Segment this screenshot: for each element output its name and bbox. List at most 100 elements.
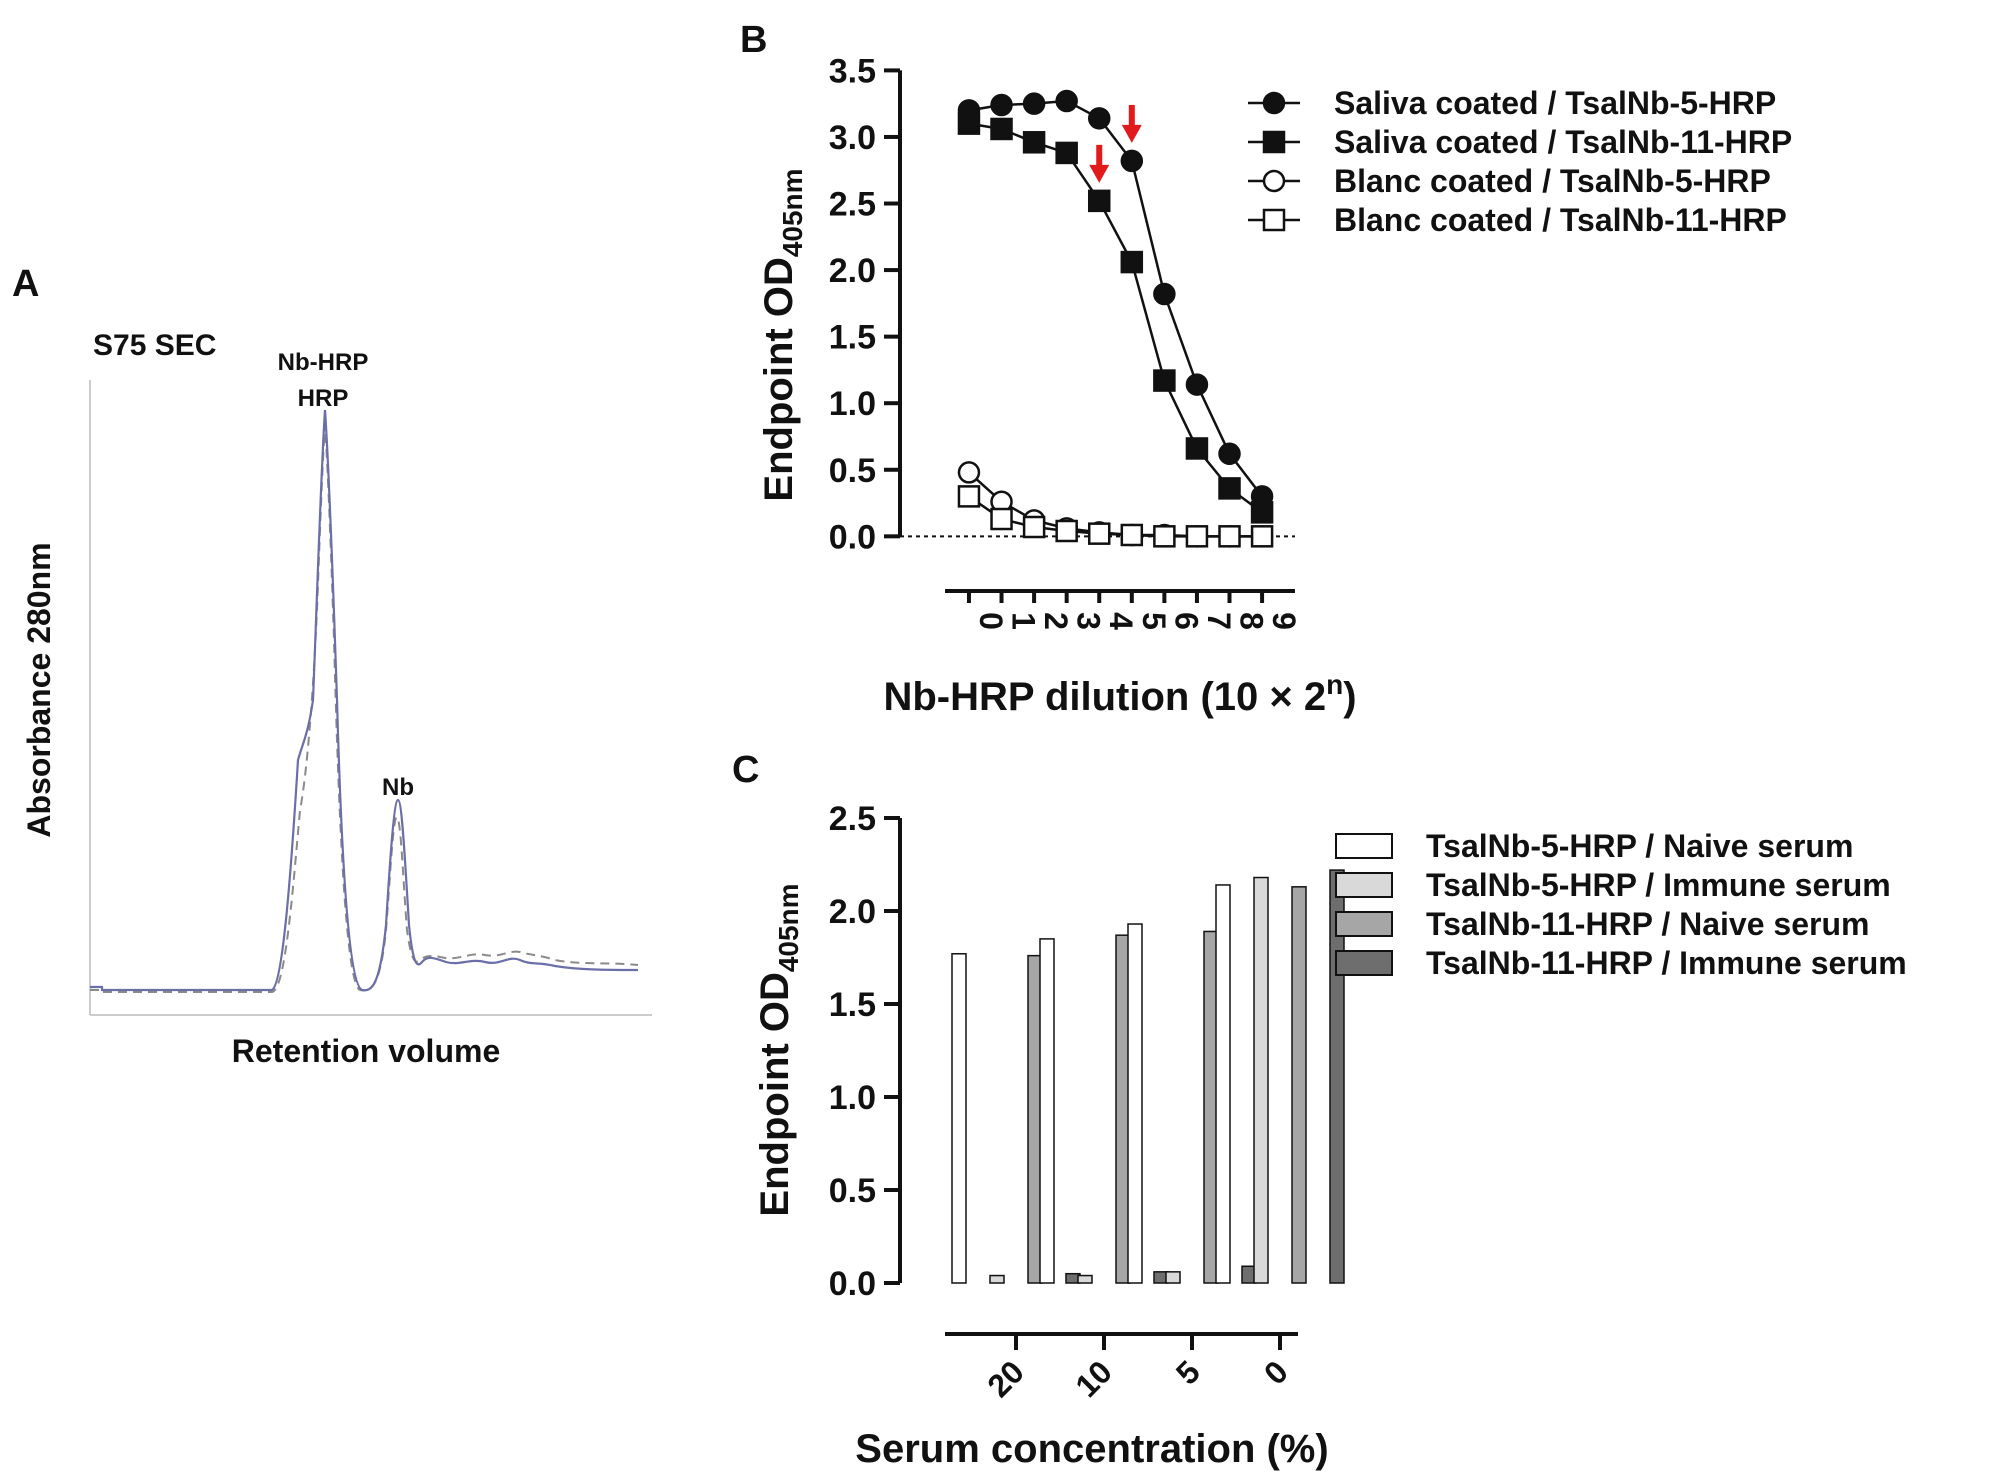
panel-b-point-blanc-coated-tsalnb-11-hrp: [1153, 525, 1176, 548]
panel-a-title: S75 SEC: [93, 329, 216, 362]
panel-b-point-saliva-coated-tsalnb-5-hrp: [1120, 149, 1144, 173]
panel-b-point-saliva-coated-tsalnb-11-hrp: [1218, 477, 1241, 500]
panel-b-series-line-saliva-coated-tsalnb-11-hrp: [968, 122, 1263, 514]
panel-b-x-tick-label: 8: [1234, 612, 1270, 630]
panel-c-bar-tsalnb-5-hrp-immune-serum-0: [1253, 876, 1269, 1284]
panel-b-x-tick-label: 5: [1136, 612, 1172, 630]
panel-c-y-tick-label: 1.0: [829, 1079, 876, 1117]
panel-c-bar-tsalnb-11-hrp-naive-serum-0: [1291, 886, 1307, 1284]
panel-b-x-tick-label: 0: [973, 612, 1009, 630]
panel-b-point-blanc-coated-tsalnb-11-hrp: [1120, 523, 1144, 547]
panel-b-legend-label: Blanc coated / TsalNb-5-HRP: [1334, 163, 1771, 199]
panel-c-serum-bars: C 0.0 0.5 1.0 1.5 2.0 2.5 20 10 5 0 TsalNb-5-HRP…: [732, 749, 1907, 1471]
peak-label-hrp: HRP: [298, 385, 349, 412]
panel-c-bar-tsalnb-5-hrp-naive-serum-20: [951, 953, 967, 1284]
panel-b-red-arrow-head: [1089, 164, 1110, 183]
panel-c-x-tick-label: 5: [1169, 1353, 1207, 1391]
panel-b-series-line-blanc-coated-tsalnb-11-hrp: [968, 495, 1263, 538]
panel-b-legend-label: Saliva coated / TsalNb-11-HRP: [1334, 124, 1792, 160]
panel-a-letter: A: [12, 263, 39, 305]
panel-b-letter: B: [740, 19, 767, 61]
panel-b-point-blanc-coated-tsalnb-11-hrp: [1250, 525, 1274, 548]
panel-c-x-tick-label: 0: [1257, 1353, 1295, 1391]
panel-b-point-blanc-coated-tsalnb-5-hrp: [957, 461, 981, 484]
panel-c-y-tick-label: 2.0: [829, 893, 876, 931]
panel-c-y-tick-label: 0.0: [829, 1265, 876, 1303]
panel-c-bar-tsalnb-5-hrp-immune-serum-20: [989, 1274, 1005, 1284]
panel-c-letter: C: [732, 749, 759, 791]
panel-b-point-saliva-coated-tsalnb-5-hrp: [990, 93, 1013, 117]
panel-b-point-blanc-coated-tsalnb-11-hrp: [1218, 525, 1241, 548]
panel-b-point-blanc-coated-tsalnb-11-hrp: [1055, 519, 1078, 543]
panel-b-x-tick-label: 6: [1168, 612, 1204, 630]
panel-b-legend-label: Blanc coated / TsalNb-11-HRP: [1334, 202, 1787, 238]
panel-b-y-tick-label: 1.0: [829, 385, 876, 423]
panel-c-y-tick-label: 0.5: [829, 1172, 876, 1210]
panel-b-y-axis-label: Endpoint OD405nm: [757, 168, 808, 501]
panel-b-point-saliva-coated-tsalnb-5-hrp: [1153, 282, 1176, 306]
panel-b-y-ticks: 0.0 0.5 1.0 1.5 2.0 2.5 3.0 3.5: [829, 52, 900, 556]
panel-b-y-tick-label: 1.5: [829, 319, 876, 357]
panel-c-legend-swatch: [1335, 911, 1393, 937]
panel-b-legend-marker: [1262, 130, 1286, 154]
panel-c-y-axis-label: Endpoint OD405nm: [753, 883, 804, 1216]
panel-c-y-tick-label: 2.5: [829, 800, 876, 838]
panel-c-bar-tsalnb-5-hrp-naive-serum-0: [1215, 884, 1231, 1284]
panel-b-point-saliva-coated-tsalnb-11-hrp: [1120, 250, 1144, 274]
panel-b-y-tick-label: 0.5: [829, 452, 876, 490]
panel-c-x-ticks: 20 10 5 0: [980, 1334, 1295, 1404]
panel-b-y-tick-label: 2.0: [829, 252, 876, 290]
panel-c-bar-tsalnb-5-hrp-immune-serum-10: [1077, 1274, 1093, 1284]
panel-b-legend-label: Saliva coated / TsalNb-5-HRP: [1334, 85, 1776, 121]
panel-b-point-saliva-coated-tsalnb-11-hrp: [957, 112, 981, 135]
panel-b-point-saliva-coated-tsalnb-11-hrp: [1185, 437, 1209, 460]
panel-b-point-saliva-coated-tsalnb-5-hrp: [1087, 107, 1111, 130]
panel-b-point-saliva-coated-tsalnb-11-hrp: [1055, 141, 1078, 165]
panel-c-legend-label: TsalNb-5-HRP / Naive serum: [1426, 828, 1853, 864]
panel-c-bar-tsalnb-5-hrp-naive-serum-10: [1039, 938, 1055, 1284]
panel-b-point-blanc-coated-tsalnb-11-hrp: [990, 507, 1013, 531]
panel-b-x-tick-label: 3: [1071, 612, 1107, 630]
panel-b-point-saliva-coated-tsalnb-5-hrp: [1022, 92, 1046, 115]
panel-c-legend-label: TsalNb-5-HRP / Immune serum: [1426, 867, 1891, 903]
panel-c-y-tick-label: 1.5: [829, 986, 876, 1024]
panel-b-point-saliva-coated-tsalnb-5-hrp: [1185, 373, 1209, 396]
panel-b-legend-marker: [1262, 208, 1286, 232]
panel-b-y-tick-label: 2.5: [829, 186, 876, 224]
panel-c-y-ticks: 0.0 0.5 1.0 1.5 2.0 2.5: [829, 800, 900, 1303]
panel-b-x-tick-label: 2: [1038, 612, 1074, 630]
panel-b-x-tick-label: 4: [1103, 612, 1139, 630]
panel-b-series-line-saliva-coated-tsalnb-5-hrp: [968, 99, 1264, 498]
panel-c-legend-swatch: [1335, 872, 1393, 898]
panel-c-x-tick-label: 20: [980, 1353, 1031, 1404]
panel-b-y-tick-label: 3.0: [829, 119, 876, 157]
panel-b-series-line-blanc-coated-tsalnb-5-hrp: [968, 471, 1263, 538]
panel-b-point-saliva-coated-tsalnb-5-hrp: [1218, 442, 1241, 466]
panel-b-point-saliva-coated-tsalnb-11-hrp: [1250, 501, 1274, 524]
peak-label-nb-hrp: Nb-HRP: [278, 349, 369, 376]
panel-a-sec-chromatogram: A S75 SEC Nb-HRP HRP Nb Absorbance 280nm…: [12, 263, 652, 1069]
panel-b-series: [957, 89, 1274, 548]
panel-b-y-tick-label: 3.5: [829, 52, 876, 90]
panel-a-trace-dashed: [90, 424, 639, 993]
panel-b-legend-marker: [1262, 91, 1286, 115]
panel-b-arrows: [1089, 104, 1142, 183]
panel-c-x-tick-label: 10: [1068, 1353, 1119, 1404]
panel-b-point-saliva-coated-tsalnb-11-hrp: [1022, 131, 1046, 154]
panel-a-y-axis-label: Absorbance 280nm: [21, 542, 57, 837]
panel-b-point-saliva-coated-tsalnb-11-hrp: [1087, 189, 1111, 213]
panel-c-bars: [951, 869, 1345, 1284]
panel-c-x-axis-label: Serum concentration (%): [855, 1427, 1328, 1471]
panel-b-x-tick-label: 9: [1266, 612, 1302, 630]
panel-b-point-blanc-coated-tsalnb-11-hrp: [1022, 515, 1046, 539]
panel-b-y-tick-label: 0.0: [829, 518, 876, 556]
panel-b-point-saliva-coated-tsalnb-11-hrp: [990, 117, 1013, 141]
panel-c-bar-tsalnb-5-hrp-immune-serum-5: [1165, 1271, 1181, 1284]
panel-c-legend-label: TsalNb-11-HRP / Naive serum: [1426, 906, 1869, 942]
panel-b-point-blanc-coated-tsalnb-11-hrp: [1185, 525, 1209, 548]
